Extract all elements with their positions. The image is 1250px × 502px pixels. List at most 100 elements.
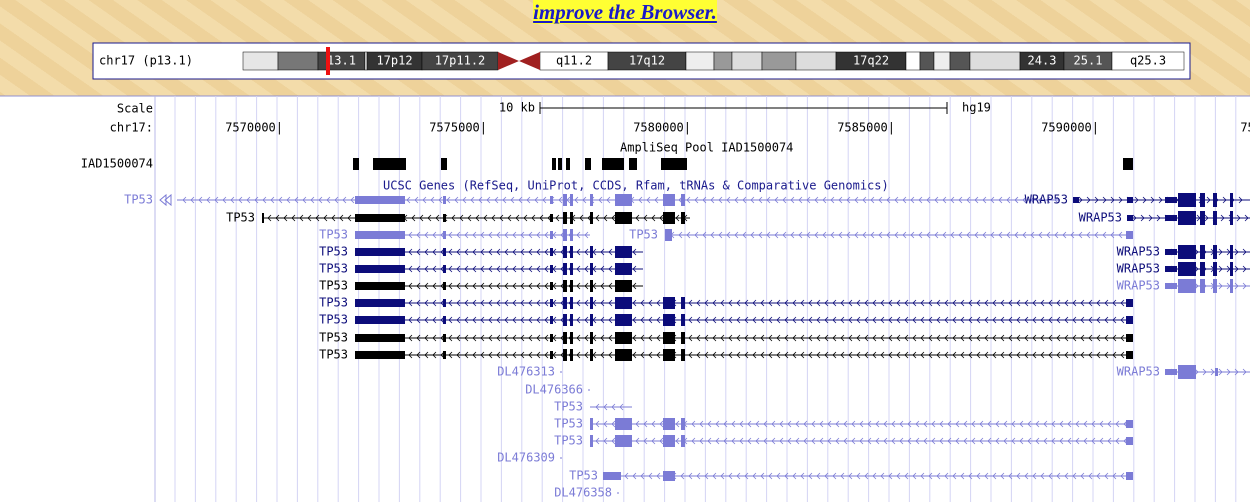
band (795, 51, 837, 71)
exon (1213, 211, 1217, 225)
exon (355, 316, 405, 324)
band (905, 51, 921, 71)
exon (681, 314, 685, 326)
exon (1126, 437, 1133, 445)
exon (570, 314, 573, 326)
exon (1230, 193, 1233, 207)
exon (550, 265, 553, 273)
exon (563, 314, 567, 326)
ruler-position: 7580000| (633, 121, 691, 135)
exon (563, 332, 567, 344)
exon (570, 229, 573, 241)
exon (1178, 193, 1196, 207)
exon (615, 246, 632, 258)
exon (550, 282, 553, 290)
exon (663, 212, 675, 224)
exon (615, 435, 632, 447)
exon (570, 194, 573, 206)
band-label: 13.1 (327, 54, 356, 68)
ruler-position: 7585000| (837, 121, 895, 135)
exon (590, 349, 593, 361)
band (364, 51, 368, 71)
exon (550, 299, 553, 307)
exon (355, 351, 405, 359)
exon (1126, 231, 1133, 239)
band-label: 24.3 (1028, 54, 1057, 68)
strand-arrows (595, 403, 624, 411)
exon (663, 471, 675, 481)
improve-link[interactable]: improve the Browser. (533, 0, 717, 24)
gene-label: TP53 (319, 313, 348, 327)
gene-label: TP53 (319, 331, 348, 345)
amplicon-block (602, 158, 624, 170)
exon (665, 229, 672, 241)
exon (590, 332, 593, 344)
header: improve the Browser. (0, 0, 1250, 25)
gene-label: TP53 (554, 434, 583, 448)
exon (1165, 283, 1177, 289)
exon (663, 314, 675, 326)
exon (570, 349, 573, 361)
amplicon-block (629, 158, 637, 170)
exon (570, 246, 573, 258)
gene-label: DL476358 (554, 486, 612, 500)
exon (1165, 369, 1177, 375)
exon (590, 263, 593, 275)
exon (563, 263, 567, 275)
exon (590, 435, 593, 447)
band (685, 51, 715, 71)
exon (681, 349, 685, 361)
amplicon-block (585, 158, 591, 170)
exon (443, 299, 446, 307)
gene-label: TP53 (226, 211, 255, 225)
exon (1213, 262, 1217, 276)
exon (615, 212, 632, 224)
exon (681, 418, 685, 430)
exon (1126, 299, 1133, 307)
gene-label: WRAP53 (1117, 279, 1160, 293)
exon (355, 299, 405, 307)
exon (355, 282, 405, 290)
ruler-position: 7570000| (225, 121, 283, 135)
exon (443, 265, 446, 273)
exon (443, 316, 446, 324)
exon (1215, 368, 1218, 376)
exon (563, 212, 567, 224)
genes-title: UCSC Genes (RefSeq, UniProt, CCDS, Rfam,… (383, 179, 889, 193)
exon (663, 194, 675, 206)
exon (355, 196, 405, 204)
exon (590, 418, 593, 430)
exon (1165, 249, 1177, 255)
position-marker (326, 47, 330, 75)
exon (1200, 211, 1205, 225)
exon (1200, 262, 1205, 276)
scale-bar (539, 102, 948, 114)
exon (615, 280, 632, 292)
band-label: 17p11.2 (435, 54, 486, 68)
exon (550, 214, 553, 222)
exon (1126, 351, 1133, 359)
gene-label: DL476309 (497, 451, 555, 465)
exon (563, 349, 567, 361)
exon (1230, 262, 1233, 276)
gene-label: WRAP53 (1025, 193, 1068, 207)
exon (1178, 262, 1196, 276)
exon (1165, 266, 1177, 272)
exon (570, 332, 573, 344)
strand-arrows (595, 437, 1128, 445)
exon (563, 280, 567, 292)
exon (681, 435, 685, 447)
exon (615, 314, 632, 326)
exon (1178, 211, 1196, 225)
exon (550, 334, 553, 342)
exon (563, 194, 567, 206)
gene-label: TP53 (319, 348, 348, 362)
gene-label: TP53 (629, 228, 658, 242)
exon (563, 297, 567, 309)
exon (1178, 279, 1196, 293)
band (969, 51, 1021, 71)
exon (663, 349, 675, 361)
exon (355, 214, 405, 222)
